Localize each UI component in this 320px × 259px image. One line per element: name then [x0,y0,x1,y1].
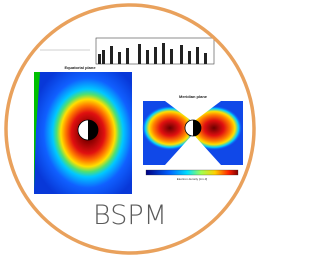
colorbar [146,170,238,175]
panel-title: Meridian plane [179,94,208,99]
colorbar-label: Electron density [cm-3] [177,177,208,181]
panel-title: Equatorial plane [64,65,96,70]
badge: Equatorial plane Meridian plane Electron… [0,0,260,259]
page: Equatorial plane Meridian plane Electron… [0,0,260,259]
caption: BSPM [93,200,167,231]
